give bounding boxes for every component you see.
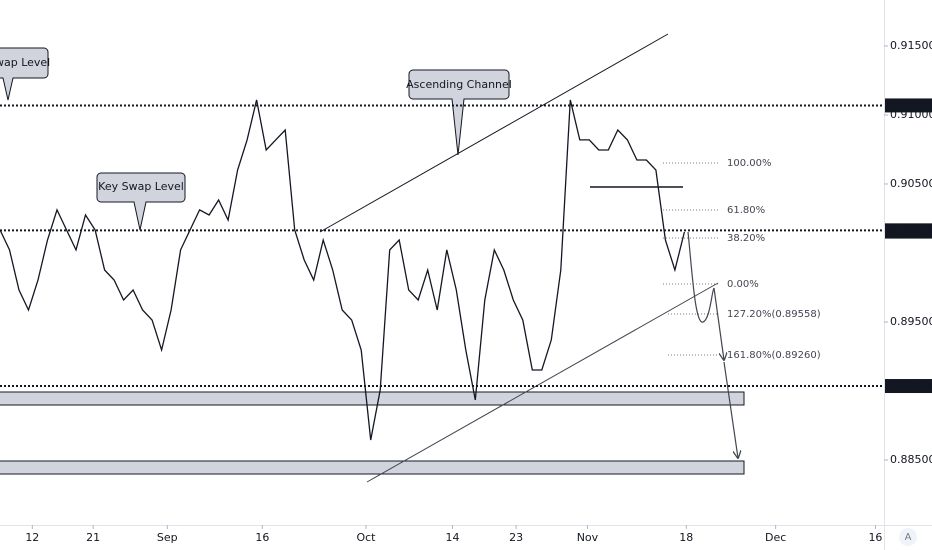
watermark-badge	[899, 528, 917, 546]
price-line	[0, 99, 686, 441]
fib-lines	[663, 162, 718, 356]
fib-label: 100.00%	[727, 158, 772, 169]
projection	[687, 231, 715, 323]
y-tick-label: 0.90500	[890, 177, 932, 190]
fib-label: 127.20%(0.89558)	[727, 309, 821, 320]
price-level-label: 0.91069	[888, 98, 932, 111]
fib-label: 161.80%(0.89260)	[727, 350, 821, 361]
price-level-badge	[885, 379, 932, 394]
callout-label: Swap Level	[0, 56, 50, 69]
x-tick-label: 18	[679, 531, 693, 544]
x-tick-label: 21	[86, 531, 100, 544]
x-tick-label: 16	[868, 531, 882, 544]
callout-label: Ascending Channel	[406, 78, 512, 91]
y-tick-label: 0.89500	[890, 315, 932, 328]
y-tick-label: 0.91500	[890, 39, 932, 52]
price-level-label: 0.89036	[888, 379, 932, 392]
channel-upper	[319, 33, 669, 233]
support-zone	[0, 391, 745, 406]
fib-label: 38.20%	[727, 233, 765, 244]
projection-arrow	[723, 361, 738, 458]
callout	[408, 69, 510, 156]
support-zone	[0, 460, 745, 475]
x-tick-label: 14	[445, 531, 459, 544]
last-price-label: 0.90155	[888, 225, 932, 238]
projection-arrow	[713, 287, 724, 360]
callout	[96, 172, 186, 231]
x-tick-label: Oct	[356, 531, 376, 544]
x-tick-label: Dec	[765, 531, 786, 544]
x-tick-label: Sep	[157, 531, 178, 544]
fib-label: 0.00%	[727, 279, 759, 290]
price-level-badge	[885, 98, 932, 113]
x-tick-label: 12	[25, 531, 39, 544]
channel-lower	[366, 282, 719, 483]
watermark: A	[905, 532, 912, 543]
callout-label: Key Swap Level	[98, 180, 184, 193]
x-tick-label: 23	[509, 531, 523, 544]
last-price-badge	[885, 224, 932, 239]
fib-label: 61.80%	[727, 205, 765, 216]
x-tick-label: Nov	[577, 531, 599, 544]
x-tick-label: 16	[255, 531, 269, 544]
plot-area: Swap Level Key Swap Level Ascending Chan…	[0, 33, 884, 483]
y-tick-label: 0.88500	[890, 453, 932, 466]
callout	[0, 47, 49, 101]
